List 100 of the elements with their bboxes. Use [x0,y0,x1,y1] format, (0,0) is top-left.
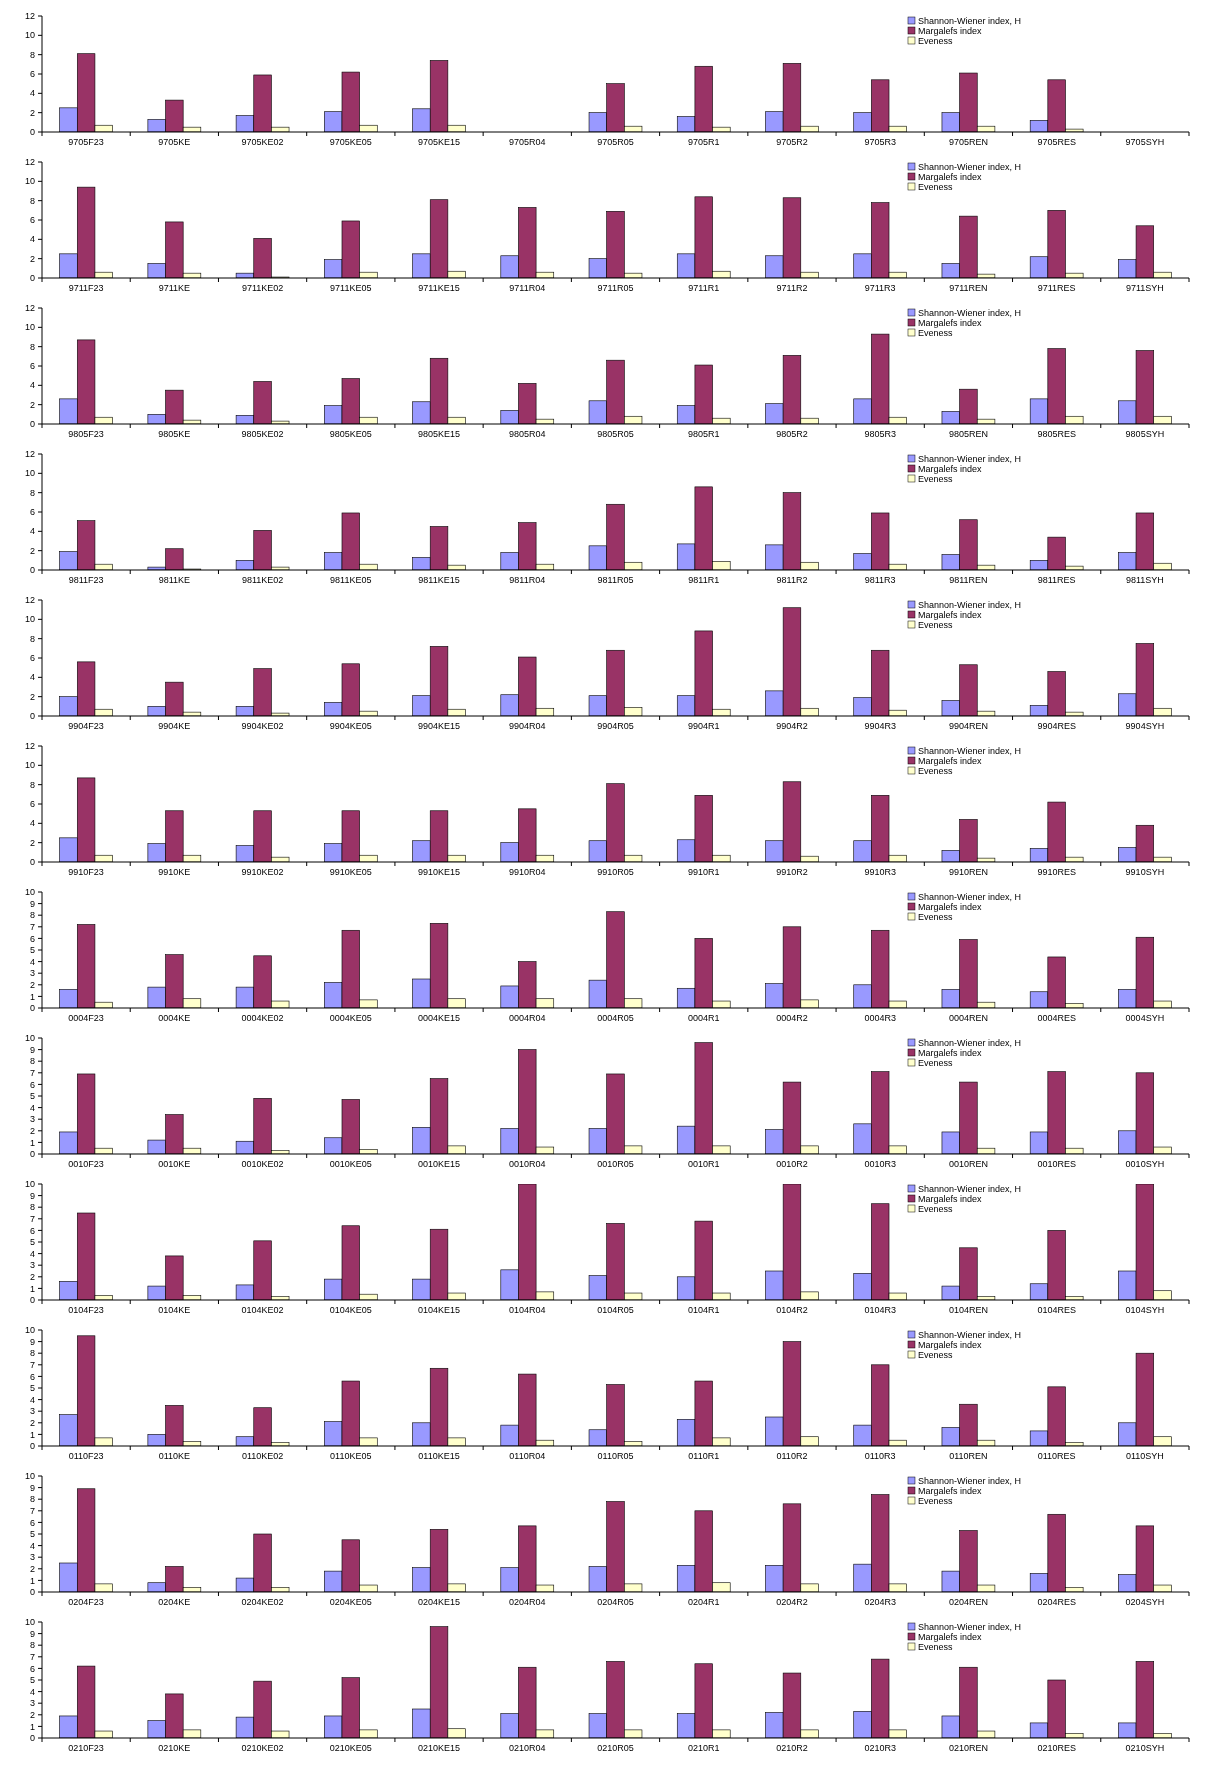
x-tick-label: 9811F23 [68,575,104,585]
x-tick-label: 9811R04 [509,575,546,585]
y-tick-label: 1 [29,1137,35,1148]
y-tick-label: 5 [29,945,35,956]
y-tick-label: 2 [29,1709,35,1720]
y-tick-label: 2 [29,1125,35,1136]
x-tick-label: 9811KE15 [418,575,460,585]
x-tick-label: 0110KE02 [241,1451,284,1461]
x-tick-label: 9705RES [1037,137,1076,147]
x-tick-label: 9705KE02 [241,137,284,147]
y-tick-label: 8 [29,1348,35,1359]
x-tick-label: 0204R1 [687,1597,720,1607]
y-tick-label: 0 [29,1295,35,1306]
y-tick-label: 7 [29,921,35,932]
legend-label: Shannon-Wiener index, H [917,746,1022,756]
legend-label: Shannon-Wiener index, H [917,892,1022,902]
y-tick-label: 9 [29,1336,35,1347]
x-tick-label: 9805KE05 [329,429,372,439]
x-tick-label: 0010R04 [509,1159,546,1169]
y-tick-label: 6 [29,1517,35,1528]
x-tick-label: 9805R04 [509,429,546,439]
y-tick-label: 9 [29,1190,35,1201]
legend-label: Shannon-Wiener index, H [917,162,1022,172]
x-tick-label: 9711R05 [597,283,634,293]
x-tick-label: 9711KE [158,283,191,293]
y-tick-label: 1 [29,991,35,1002]
y-tick-label: 4 [29,1394,35,1405]
x-tick-label: 9904R3 [864,721,896,731]
x-tick-label: 0010KE05 [329,1159,372,1169]
legend-label: Shannon-Wiener index, H [917,1038,1022,1048]
x-tick-label: 9805SYH [1125,429,1165,439]
x-tick-label: 0110RES [1037,1451,1076,1461]
y-tick-label: 10 [24,887,35,898]
x-tick-label: 0110R04 [509,1451,546,1461]
x-tick-label: 0004F23 [68,1013,104,1023]
y-tick-label: 9 [29,898,35,909]
x-tick-label: 9711KE15 [418,283,460,293]
y-tick-label: 4 [29,234,35,245]
x-tick-label: 0210REN [948,1743,988,1753]
x-tick-label: 9811R1 [688,575,720,585]
x-tick-label: 9711REN [949,283,988,293]
legend-label: Eveness [917,328,953,338]
legend-label: Margalefs index [917,902,983,912]
x-tick-label: 9910R2 [776,867,808,877]
y-tick-label: 1 [29,1721,35,1732]
legend-label: Shannon-Wiener index, H [917,454,1022,464]
y-tick-label: 7 [29,1213,35,1224]
x-tick-label: 9705R1 [687,137,720,147]
y-tick-label: 8 [29,1202,35,1213]
y-tick-label: 0 [29,273,35,284]
x-tick-label: 0210R3 [864,1743,896,1753]
legend-label: Margalefs index [917,1340,983,1350]
x-tick-label: 0004R2 [776,1013,808,1023]
legend-label: Eveness [917,1496,953,1506]
y-tick-label: 10 [24,614,35,625]
x-tick-label: 9910R05 [597,867,634,877]
y-tick-label: 7 [29,1067,35,1078]
y-tick-label: 4 [29,1540,35,1551]
x-tick-label: 0104R04 [509,1305,546,1315]
legend-label: Shannon-Wiener index, H [917,308,1022,318]
y-tick-label: 0 [29,1149,35,1160]
x-tick-label: 0010KE15 [418,1159,461,1169]
x-tick-label: 9811KE [158,575,191,585]
x-tick-label: 9910KE [158,867,191,877]
x-tick-label: 0110F23 [68,1451,104,1461]
x-tick-label: 0204R2 [776,1597,808,1607]
x-tick-label: 9711RES [1037,283,1076,293]
legend-label: Eveness [917,182,953,192]
y-tick-label: 8 [29,633,35,644]
x-tick-label: 9811R05 [597,575,634,585]
y-tick-label: 0 [29,1733,35,1744]
y-tick-label: 12 [24,11,35,22]
legend-label: Eveness [917,912,953,922]
x-tick-label: 9805KE [158,429,191,439]
x-tick-label: 9910F23 [68,867,104,877]
legend-label: Margalefs index [917,26,983,36]
y-tick-label: 8 [29,910,35,921]
y-tick-label: 2 [29,1417,35,1428]
x-tick-label: 0204R3 [864,1597,896,1607]
y-tick-label: 10 [24,1179,35,1190]
x-tick-label: 0110SYH [1125,1451,1164,1461]
y-tick-label: 8 [29,1056,35,1067]
x-tick-label: 9705F23 [68,137,104,147]
x-tick-label: 9904RES [1037,721,1076,731]
x-tick-label: 0104REN [948,1305,988,1315]
legend-label: Shannon-Wiener index, H [917,16,1022,26]
legend-label: Margalefs index [917,756,983,766]
x-tick-label: 9711KE02 [241,283,284,293]
x-tick-label: 0010R1 [687,1159,720,1169]
x-tick-label: 9711R1 [688,283,720,293]
x-tick-label: 0010KE [158,1159,191,1169]
x-tick-label: 9910R3 [864,867,896,877]
x-tick-label: 0204F23 [68,1597,104,1607]
x-tick-label: 0210KE05 [329,1743,372,1753]
y-tick-label: 3 [29,968,35,979]
y-tick-label: 3 [29,1552,35,1563]
y-tick-label: 2 [29,253,35,264]
x-tick-label: 9805R3 [864,429,896,439]
x-tick-label: 0110REN [949,1451,988,1461]
x-tick-label: 9705SYH [1125,137,1165,147]
